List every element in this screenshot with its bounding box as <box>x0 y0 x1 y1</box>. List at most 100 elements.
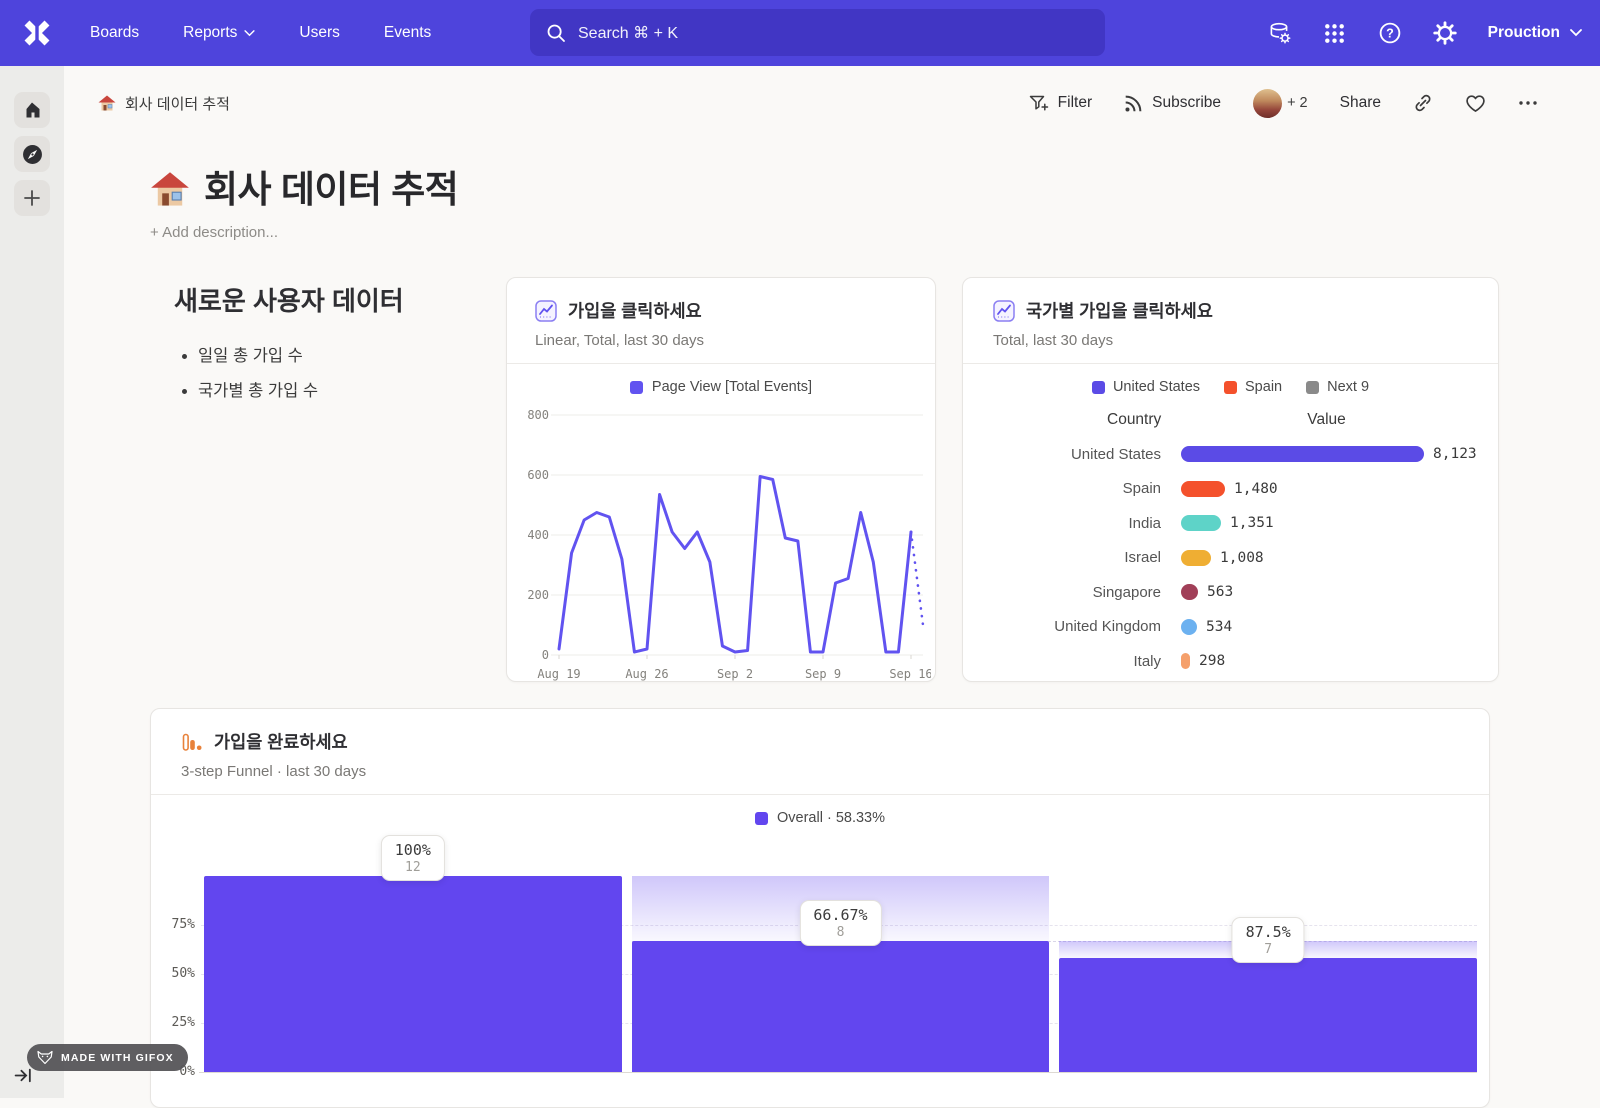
board-members[interactable]: + 2 <box>1253 88 1308 118</box>
funnel-bar <box>204 876 622 1072</box>
country-bar <box>1181 618 1197 635</box>
legend-swatch <box>755 811 768 825</box>
legend-swatch <box>1306 380 1320 394</box>
favorite-button[interactable] <box>1465 93 1486 113</box>
svg-text:800: 800 <box>527 408 549 422</box>
project-name: Prouction <box>1487 24 1560 41</box>
filter-button[interactable]: Filter <box>1029 94 1092 112</box>
nav-right: ? Prouction <box>1268 0 1582 66</box>
fox-icon <box>37 1050 53 1065</box>
text-card-bullets: 일일 총 가입 수국가별 총 가입 수 <box>174 342 480 401</box>
top-nav: Boards Reports Users Events Search ⌘ + K <box>0 0 1600 66</box>
add-button[interactable] <box>14 180 50 216</box>
more-menu-button[interactable] <box>1518 100 1538 106</box>
mixpanel-logo-icon[interactable] <box>20 16 54 50</box>
heart-icon <box>1466 95 1485 112</box>
text-card-heading: 새로운 사용자 데이터 <box>174 286 404 316</box>
discover-button[interactable] <box>14 136 50 172</box>
legend-label: Overall · 58.33% <box>777 810 885 826</box>
conversion-pct: 87.5% <box>1245 922 1291 941</box>
country-row[interactable]: India 1,351 <box>963 506 1498 541</box>
country-bar-card[interactable]: 국가별 가입을 클릭하세요 Total, last 30 days United… <box>962 277 1499 682</box>
conversion-pct: 100% <box>394 841 431 859</box>
text-card: 새로운 사용자 데이터 일일 총 가입 수국가별 총 가입 수 <box>150 277 480 412</box>
country-row[interactable]: Italy 298 <box>963 644 1498 679</box>
country-rows: United States 8,123 Spain 1,480 India 1,351 Is… <box>963 437 1498 682</box>
legend-label: Next 9 <box>1327 379 1370 395</box>
funnel-chart-icon <box>182 733 202 751</box>
country-row[interactable]: United Kingdom 534 <box>963 610 1498 645</box>
country-row[interactable]: United States 8,123 <box>963 437 1498 472</box>
legend-item: United States <box>1091 379 1200 395</box>
baseline <box>199 1072 1477 1073</box>
country-bar <box>1181 480 1225 497</box>
help-icon[interactable]: ? <box>1378 21 1402 45</box>
country-row[interactable]: Singapore 563 <box>963 575 1498 610</box>
svg-text:200: 200 <box>527 588 549 602</box>
nav-link-users[interactable]: Users <box>299 24 340 41</box>
home-button[interactable] <box>14 92 50 128</box>
y-axis-label: 50% <box>171 966 195 981</box>
add-description-button[interactable]: + Add description... <box>150 224 278 241</box>
country-row[interactable]: Israel 1,008 <box>963 541 1498 576</box>
search-input[interactable]: Search ⌘ + K <box>530 9 1105 56</box>
plus-icon <box>24 190 40 206</box>
subscribe-button[interactable]: Subscribe <box>1124 94 1221 113</box>
legend-swatch <box>1224 380 1238 394</box>
search-placeholder: Search ⌘ + K <box>578 24 679 42</box>
conversion-pct: 66.67% <box>813 906 868 925</box>
funnel-card[interactable]: 가입을 완료하세요 3-step Funnel · last 30 days O… <box>150 708 1490 1108</box>
apps-grid-icon[interactable] <box>1323 21 1347 45</box>
nav-link-events[interactable]: Events <box>383 24 432 41</box>
card-subtitle: Total, last 30 days <box>993 332 1114 349</box>
country-value: 563 <box>1207 584 1234 601</box>
funnel-label: 66.67% 8 <box>799 900 882 947</box>
country-bar <box>1181 549 1211 566</box>
country-row[interactable]: Spain 1,480 <box>963 472 1498 507</box>
line-chart-card[interactable]: 가입을 클릭하세요 Linear, Total, last 30 days Pa… <box>506 277 936 682</box>
home-icon <box>26 102 40 118</box>
data-settings-icon[interactable] <box>1268 21 1292 45</box>
project-switcher[interactable]: Prouction <box>1488 24 1582 42</box>
country-name: India <box>1128 514 1161 532</box>
funnel-label: 100% 12 <box>380 835 445 881</box>
gifox-badge[interactable]: MADE WITH GIFOX <box>27 1044 188 1071</box>
y-axis-label: 25% <box>171 1015 195 1030</box>
count: 12 <box>405 860 421 875</box>
avatar <box>1253 88 1283 118</box>
legend-swatch <box>629 380 643 394</box>
copy-link-button[interactable] <box>1413 93 1433 113</box>
country-value: 8,123 <box>1433 446 1477 463</box>
search-icon <box>547 24 565 42</box>
nav-link-reports[interactable]: Reports <box>183 24 256 42</box>
funnel-bar <box>631 941 1050 1072</box>
house-emoji-icon <box>98 95 116 110</box>
bullet-item: 국가별 총 가입 수 <box>198 377 480 401</box>
card-title: 국가별 가입을 클릭하세요 <box>1026 301 1213 321</box>
share-button[interactable]: Share <box>1340 94 1381 112</box>
cards-row: 새로운 사용자 데이터 일일 총 가입 수국가별 총 가입 수 가입을 클릭하세… <box>150 277 1600 682</box>
nav-links: Boards Reports Users Events <box>90 24 431 42</box>
country-value: 1,008 <box>1220 549 1264 566</box>
country-table-header: Country Value <box>963 411 1498 429</box>
country-name: Singapore <box>1092 583 1161 601</box>
svg-text:Aug 19: Aug 19 <box>537 667 580 681</box>
country-row[interactable]: Canada <box>963 679 1498 682</box>
settings-icon[interactable] <box>1432 21 1457 45</box>
svg-text:Sep 9: Sep 9 <box>805 667 841 681</box>
svg-text:Sep 16: Sep 16 <box>889 667 931 681</box>
share-label: Share <box>1339 94 1381 111</box>
main-area: 회사 데이터 추적 Filter Subscribe + 2 <box>64 66 1600 1108</box>
legend-item: Spain <box>1224 379 1282 395</box>
rss-icon <box>1125 95 1142 112</box>
country-value: 298 <box>1199 653 1226 670</box>
breadcrumb[interactable]: 회사 데이터 추적 <box>98 93 230 114</box>
chart-legend: Page View [Total Events] <box>507 379 935 395</box>
country-value: 534 <box>1206 618 1233 635</box>
house-emoji-icon <box>151 172 189 206</box>
legend-item: Next 9 <box>1306 379 1369 395</box>
nav-link-boards[interactable]: Boards <box>90 24 140 41</box>
collapse-sidebar-button[interactable] <box>14 1066 33 1090</box>
country-name: Israel <box>1124 549 1161 567</box>
count: 7 <box>1264 941 1273 957</box>
